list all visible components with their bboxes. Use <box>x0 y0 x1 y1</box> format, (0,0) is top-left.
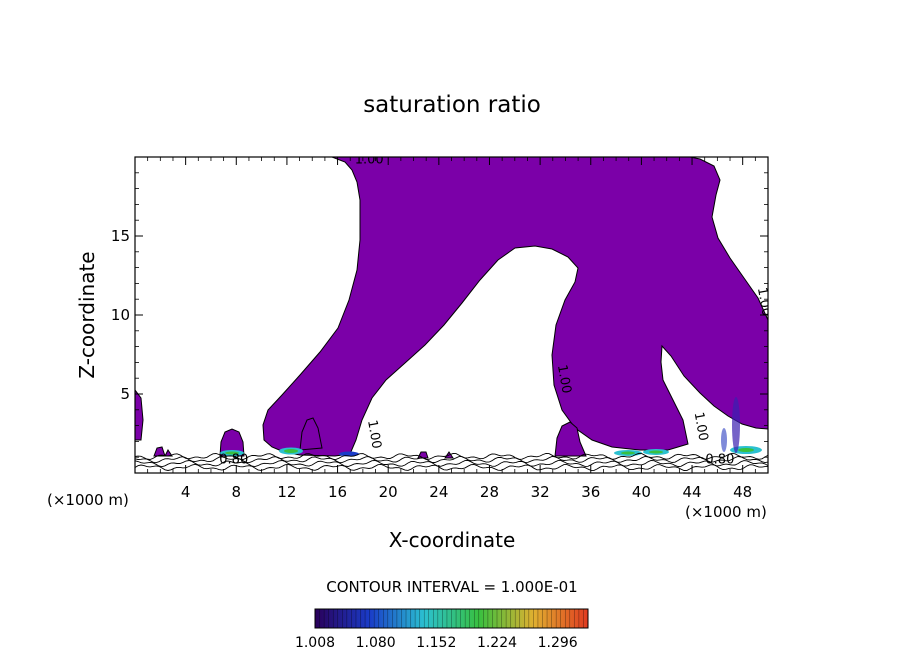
x-tick-label: 40 <box>632 483 651 501</box>
saturated-blob <box>219 428 245 457</box>
ground-contour-line <box>135 452 768 460</box>
saturated-blob <box>299 417 323 451</box>
y-axis-label: Z-coordinate <box>75 251 99 378</box>
chart-title: saturation ratio <box>363 92 541 118</box>
x-tick-label: 44 <box>682 483 701 501</box>
colorbar-tick-label: 1.296 <box>538 635 578 651</box>
high-saturation-spot <box>284 449 298 453</box>
high-saturation-spot <box>732 397 740 453</box>
contour-label: 1.00 <box>364 419 384 450</box>
saturated-blob <box>417 451 454 459</box>
ground-contour-line <box>135 460 768 468</box>
x-tick-label: 28 <box>480 483 499 501</box>
x-unit-right: (×1000 m) <box>685 503 767 521</box>
y-tick-label: 5 <box>120 385 130 403</box>
x-tick-label: 48 <box>733 483 752 501</box>
contour-label: 0.80 <box>705 453 734 468</box>
ground-contour-line <box>135 463 768 471</box>
high-saturation-spot <box>649 450 663 454</box>
x-tick-label: 16 <box>328 483 347 501</box>
saturated-region <box>262 157 768 457</box>
y-tick-label: 10 <box>111 306 130 324</box>
colorbar-stripes <box>319 609 584 628</box>
x-axis-ticks: 4 8 12 16 20 24 28 32 36 40 44 48 <box>147 157 756 501</box>
y-tick-label: 15 <box>111 227 130 245</box>
contour-labels: 1.001.001.001.001.000.80 0.80 <box>219 152 768 468</box>
colorbar-tick-label: 1.008 <box>295 635 335 651</box>
high-saturation-spot <box>225 451 239 455</box>
colorbar-tick-label: 1.080 <box>356 635 396 651</box>
saturated-blob <box>135 389 144 441</box>
ground-contours <box>135 452 768 471</box>
colorbar-labels: 1.008 1.080 1.152 1.224 1.296 <box>295 635 578 651</box>
plot-area: 1.001.001.001.001.000.80 0.80 <box>135 152 768 471</box>
contour-interval-label: CONTOUR INTERVAL = 1.000E-01 <box>326 578 577 596</box>
contour-label: 1.00 <box>554 364 574 395</box>
contour-label: 1.00 <box>355 152 384 167</box>
contour-label: 0.80 <box>219 453 248 468</box>
x-tick-label: 32 <box>531 483 550 501</box>
x-tick-label: 4 <box>181 483 191 501</box>
x-unit-left: (×1000 m) <box>47 491 129 509</box>
x-tick-label: 36 <box>581 483 600 501</box>
colorbar-tick-label: 1.152 <box>416 635 456 651</box>
x-tick-label: 24 <box>429 483 448 501</box>
high-saturation-spot <box>339 451 359 457</box>
x-tick-label: 8 <box>232 483 242 501</box>
high-saturation-spot <box>721 428 727 452</box>
y-axis-ticks: 5 10 15 <box>111 172 768 458</box>
high-saturation-spot <box>621 451 635 455</box>
high-saturation-spot <box>738 448 754 452</box>
x-axis-label: X-coordinate <box>389 528 516 552</box>
saturated-blob <box>153 446 173 457</box>
contour-label: 1.00 <box>691 411 711 442</box>
x-tick-label: 20 <box>379 483 398 501</box>
x-tick-label: 12 <box>277 483 296 501</box>
colorbar-tick-label: 1.224 <box>477 635 517 651</box>
